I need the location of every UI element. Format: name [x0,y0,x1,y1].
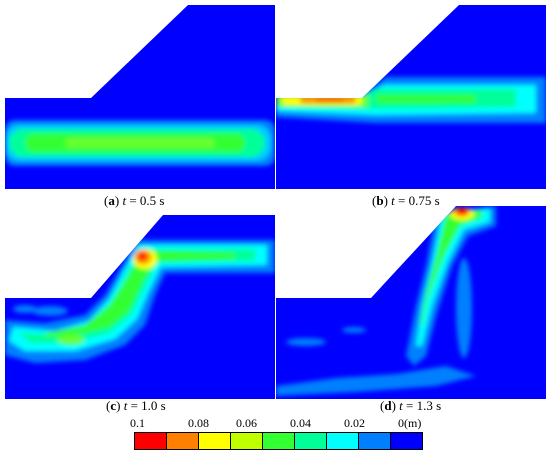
caption-a: (a) t = 0.5 s [104,193,165,208]
colorbar-cell [198,432,231,450]
colorbar-tick-0.02: 0.02 [344,416,365,430]
colorbar-cell [390,432,423,450]
colorbar-tick-0.1: 0.1 [130,416,145,430]
panel-d-plot [276,206,546,399]
colorbar-cell [326,432,359,450]
colorbar-cell [166,432,199,450]
colorbar-cell [358,432,391,450]
panel-a [5,5,275,189]
caption-c: (c) t = 1.0 s [106,398,166,413]
domain-shape [276,206,546,399]
panel-b-plot [276,5,546,189]
colorbar-tick-0.04: 0.04 [290,416,311,430]
panel-c [5,215,275,399]
panel-b [276,5,546,189]
colorbar-tick-0.06: 0.06 [236,416,257,430]
caption-d: (d) t = 1.3 s [380,398,442,413]
panel-c-plot [5,215,275,399]
colorbar-cell [294,432,327,450]
colorbar-tick-0m: 0(m) [398,416,422,430]
panel-d [276,206,546,399]
colorbar-cell [230,432,263,450]
colorbar-cell [134,432,167,450]
panel-a-plot [5,5,275,189]
colorbar-tick-0.08: 0.08 [188,416,209,430]
colorbar-cell [262,432,295,450]
caption-b: (b) t = 0.75 s [372,193,440,208]
